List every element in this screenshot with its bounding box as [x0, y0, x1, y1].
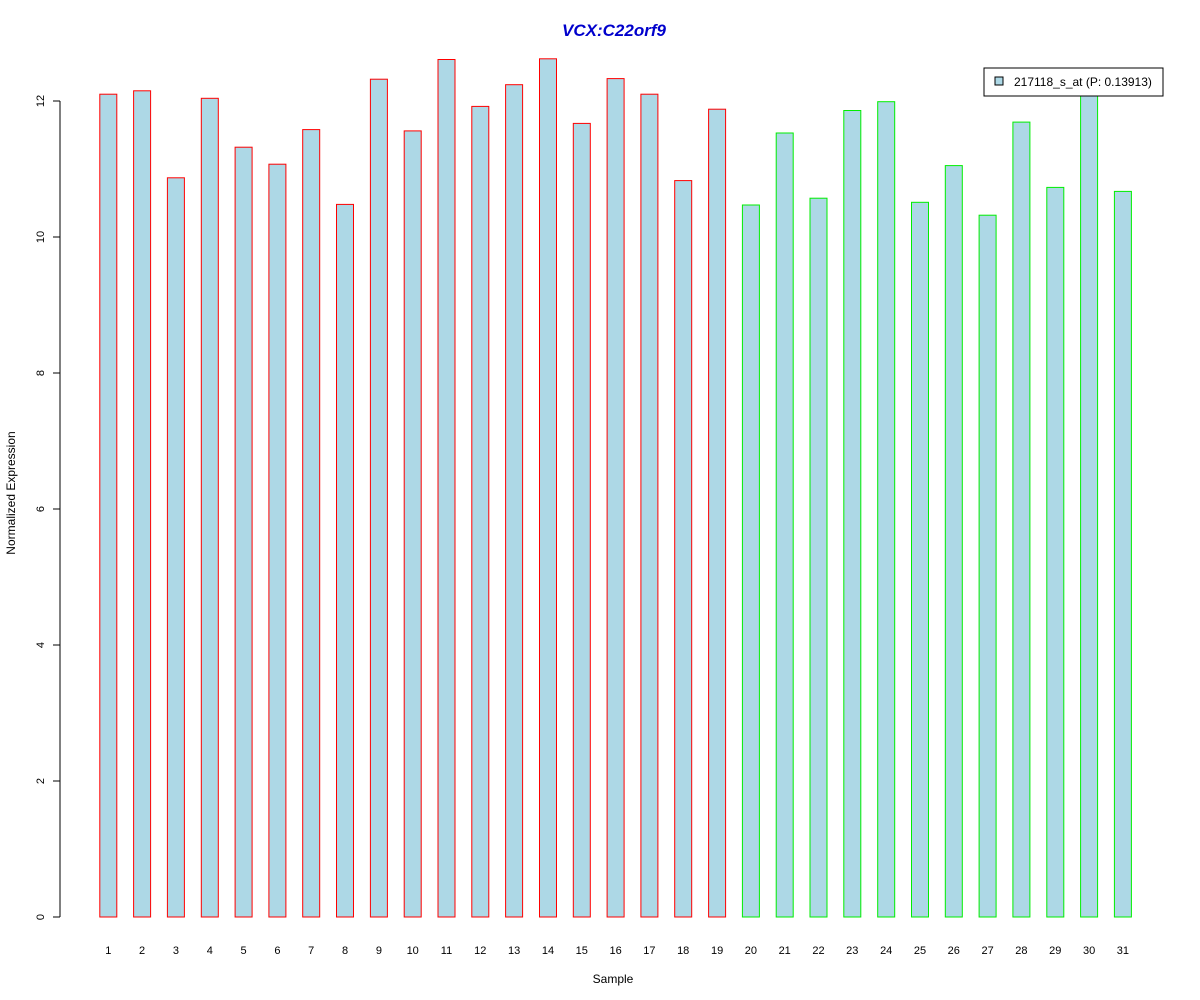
x-tick-label-26: 26 — [948, 945, 960, 957]
y-axis: 0 2 4 6 8 10 12 — [35, 95, 61, 920]
bar-10 — [403, 130, 422, 918]
x-tick-label-30: 30 — [1083, 945, 1095, 957]
bar-6 — [268, 163, 287, 918]
bar-27 — [978, 214, 997, 918]
x-axis-title: Sample — [593, 972, 634, 986]
x-tick-labels: 1 2 3 4 5 6 7 8 9 10 11 12 13 14 15 16 17 18 19 20 21 22 23 24 2… — [105, 945, 1129, 957]
x-tick-label-27: 27 — [981, 945, 993, 957]
legend: 217118_s_at (P: 0.13913) — [983, 67, 1164, 97]
bar-14 — [539, 58, 557, 918]
y-tick-label-2: 2 — [35, 778, 47, 784]
bar-1 — [99, 93, 118, 918]
bar-17 — [640, 93, 659, 918]
y-tick-label-8: 8 — [35, 370, 47, 376]
x-tick-label-31: 31 — [1117, 945, 1129, 957]
y-axis-title: Normalized Expression — [4, 431, 18, 554]
bar-18 — [674, 180, 693, 918]
bar-15 — [572, 122, 591, 918]
bar-20 — [741, 204, 760, 918]
x-tick-label-7: 7 — [308, 945, 314, 957]
x-tick-label-29: 29 — [1049, 945, 1061, 957]
x-tick-label-16: 16 — [609, 945, 621, 957]
x-tick-label-11: 11 — [441, 945, 452, 957]
x-tick-label-22: 22 — [812, 945, 824, 957]
bar-26 — [944, 165, 963, 918]
bar-11 — [437, 59, 456, 918]
x-tick-label-8: 8 — [342, 945, 348, 957]
x-tick-label-6: 6 — [274, 945, 280, 957]
bar-12 — [471, 105, 490, 918]
y-tick-label-0: 0 — [35, 914, 47, 920]
x-tick-label-10: 10 — [407, 945, 419, 957]
x-tick-label-1: 1 — [105, 945, 111, 957]
x-tick-label-18: 18 — [677, 945, 689, 957]
chart-title: VCX:C22orf9 — [562, 21, 666, 40]
bar-19 — [708, 108, 727, 918]
bar-29 — [1046, 186, 1065, 918]
x-tick-label-23: 23 — [846, 945, 858, 957]
x-tick-label-25: 25 — [914, 945, 926, 957]
bar-30 — [1080, 92, 1099, 918]
bar-3 — [166, 177, 185, 918]
legend-swatch — [994, 76, 1004, 86]
x-tick-label-17: 17 — [643, 945, 655, 957]
x-tick-label-24: 24 — [880, 945, 892, 957]
y-tick-label-12: 12 — [35, 95, 47, 107]
x-tick-label-5: 5 — [241, 945, 247, 957]
x-tick-label-12: 12 — [474, 945, 486, 957]
bar-23 — [843, 110, 862, 918]
bar-21 — [775, 132, 794, 918]
x-tick-label-2: 2 — [139, 945, 145, 957]
x-tick-label-28: 28 — [1015, 945, 1027, 957]
bar-22 — [809, 197, 828, 918]
y-tick-label-6: 6 — [35, 506, 47, 512]
legend-label: 217118_s_at (P: 0.13913) — [1014, 75, 1152, 89]
bar-24 — [877, 101, 896, 918]
bar-9 — [369, 78, 388, 918]
bar-8 — [336, 203, 354, 918]
x-tick-label-20: 20 — [745, 945, 757, 957]
bar-28 — [1012, 121, 1031, 918]
bars-group — [99, 58, 1132, 918]
x-tick-label-4: 4 — [207, 945, 213, 957]
x-tick-label-13: 13 — [508, 945, 520, 957]
bar-25 — [911, 201, 929, 918]
bar-4 — [200, 97, 219, 918]
y-tick-label-10: 10 — [35, 231, 47, 243]
bar-5 — [234, 146, 253, 918]
bar-2 — [133, 90, 152, 918]
x-tick-label-3: 3 — [173, 945, 179, 957]
bar-13 — [505, 84, 524, 918]
x-tick-label-15: 15 — [576, 945, 588, 957]
x-tick-label-14: 14 — [542, 945, 554, 957]
y-tick-label-4: 4 — [35, 642, 47, 648]
legend-box — [983, 67, 1164, 97]
bar-16 — [606, 78, 625, 918]
x-tick-label-19: 19 — [711, 945, 723, 957]
x-tick-label-9: 9 — [376, 945, 382, 957]
x-tick-label-21: 21 — [779, 945, 791, 957]
bar-7 — [302, 129, 321, 918]
bar-31 — [1113, 190, 1132, 918]
